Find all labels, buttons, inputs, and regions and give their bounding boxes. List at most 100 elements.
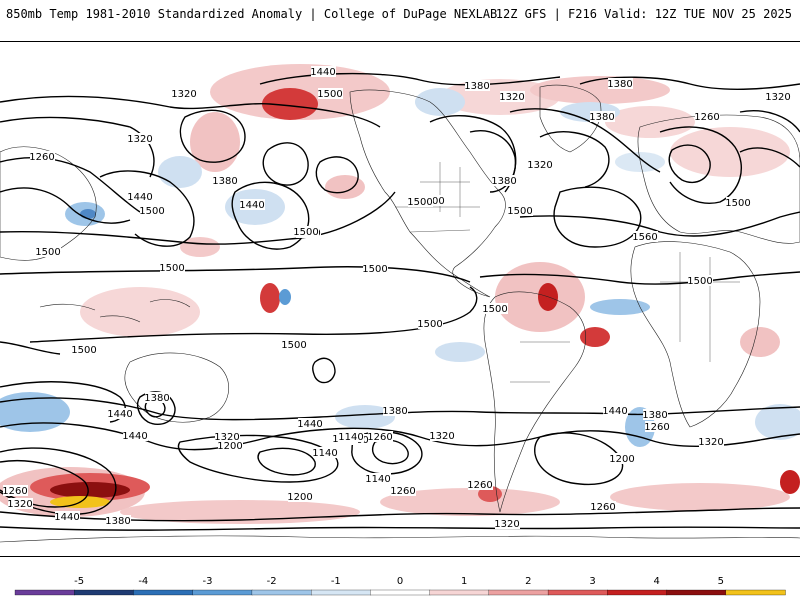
- contour-label-text: 1380: [491, 176, 516, 187]
- contour-label: 1440: [310, 66, 336, 78]
- contour-label: 1200: [217, 440, 243, 452]
- colorbar-segment: [607, 589, 668, 596]
- colorbar-tick-label: -2: [267, 576, 277, 587]
- contour-label: 1500: [687, 275, 713, 287]
- contour-label-text: 1320: [214, 432, 239, 443]
- anomaly-shading: [0, 64, 800, 524]
- contour-label-text: 1320: [494, 519, 519, 530]
- contour-label-text: 1500: [362, 264, 387, 275]
- contour-label-text: 1260: [2, 486, 27, 497]
- contour-label: 1320: [171, 88, 197, 100]
- contour-label-text: 1500: [417, 319, 442, 330]
- contour-labels: 1440 1500 1380 1320 1380 1320 1320 1380 1260 1320…: [2, 66, 791, 530]
- contour-label-text: 1440: [127, 192, 152, 203]
- contour-label-text: 1500: [35, 247, 60, 258]
- contour-label: 1440: [107, 408, 133, 420]
- contour-label: 1260: [467, 479, 493, 491]
- contour-label: 1320: [698, 436, 724, 448]
- colorbar-tick-label: 5: [718, 576, 724, 587]
- contour-label-text: 1500: [482, 304, 507, 315]
- contour-label-text: 1440: [122, 431, 147, 442]
- contour-label: 1320: [527, 159, 553, 171]
- colorbar-segment: [74, 589, 135, 596]
- contour-label: 1380: [589, 111, 615, 123]
- contour-label: 1260: [390, 485, 416, 497]
- contour-label: 1320: [429, 430, 455, 442]
- colorbar-legend: -5 -4 -3 -2 -1 0 1 2 3 4 5: [0, 572, 800, 600]
- contour-label: 1500: [293, 226, 319, 238]
- contour-label: 1500: [139, 205, 165, 217]
- contour-label-text: 1200: [287, 492, 312, 503]
- contour-label: 1140: [338, 431, 364, 443]
- contour-label-text: 1200: [217, 441, 242, 452]
- contour-label: 1500: [482, 303, 508, 315]
- contour-label: 1500: [159, 262, 185, 274]
- anomaly-map: 1440 1500 1380 1320 1380 1320 1320 1380 1260 1320…: [0, 41, 800, 557]
- contour-label: 1380: [382, 405, 408, 417]
- colorbar-segment: [192, 589, 253, 596]
- contour-label-text: 1500: [687, 276, 712, 287]
- contour-label: 1380: [464, 80, 490, 92]
- colorbar-segment: [14, 589, 75, 596]
- contour-label-text: 1260: [590, 502, 615, 513]
- colorbar-svg: -5 -4 -3 -2 -1 0 1 2 3 4 5: [14, 576, 786, 596]
- contour-label-text: 1320: [527, 160, 552, 171]
- colorbar-segment: [429, 589, 490, 596]
- colorbar-tick-label: 1: [461, 576, 467, 587]
- colorbar-segment: [133, 589, 194, 596]
- contour-label-text: 1560: [632, 232, 657, 243]
- contour-label: 1500: [71, 344, 97, 356]
- colorbar-tick-label: -4: [138, 576, 148, 587]
- colorbar-segment: [488, 589, 549, 596]
- contour-label: 1440: [127, 191, 153, 203]
- contour-label-text: 1440: [297, 419, 322, 430]
- colorbar-tick-label: -5: [74, 576, 84, 587]
- colorbar-tick-label: 3: [589, 576, 595, 587]
- contour-label-text: 1500: [317, 89, 342, 100]
- colorbar-segment: [666, 589, 727, 596]
- contour-label-text: 1440: [602, 406, 627, 417]
- contour-label-text: 1320: [698, 437, 723, 448]
- colorbar-tick-label: 2: [525, 576, 531, 587]
- colorbar-segment: [251, 589, 312, 596]
- contour-label-text: 1140: [338, 432, 363, 443]
- contour-label: 1140: [312, 447, 338, 459]
- contour-label: 1500: [35, 246, 61, 258]
- contour-label-text: 1380: [382, 406, 407, 417]
- contour-label-text: 1380: [212, 176, 237, 187]
- contour-label-text: 1500: [507, 206, 532, 217]
- contour-label: 1200: [287, 491, 313, 503]
- contour-label: 1380: [212, 175, 238, 187]
- contour-label-text: 1500: [71, 345, 96, 356]
- colorbar-segment: [547, 589, 608, 596]
- contour-label-text: 1500: [725, 198, 750, 209]
- contour-label-text: 1260: [367, 432, 392, 443]
- contour-label: 1320: [214, 431, 240, 443]
- contour-label: 1440: [54, 511, 80, 523]
- contour-label-text: 1320: [429, 431, 454, 442]
- contour-label: 1440: [239, 199, 265, 211]
- contour-label: 1200: [609, 453, 635, 465]
- contour-label: 1500: [417, 318, 443, 330]
- contour-label: 1440: [602, 405, 628, 417]
- contour-label-text: 1500: [281, 340, 306, 351]
- contour-label-text: 1260: [29, 152, 54, 163]
- contour-label-text: 1380: [642, 410, 667, 421]
- colorbar-tick-label: -3: [203, 576, 213, 587]
- colorbar-tick-label: -1: [331, 576, 341, 587]
- contour-label: 1260: [367, 431, 393, 443]
- contour-label-text: 1320: [765, 92, 790, 103]
- contour-label: 1380: [144, 392, 170, 404]
- contour-label: 1320: [127, 133, 153, 145]
- contour-label-text: 1140: [365, 474, 390, 485]
- contour-label-text: 1320: [499, 92, 524, 103]
- contour-label: 1500: [407, 196, 433, 208]
- header-bar: 850mb Temp 1981-2010 Standardized Anomal…: [0, 0, 800, 30]
- contour-label: 1500: [362, 263, 388, 275]
- contour-label-text: 1380: [144, 393, 169, 404]
- colorbar-segment: [725, 589, 786, 596]
- contour-label-text: 1260: [467, 480, 492, 491]
- contour-label-text: 1440: [310, 67, 335, 78]
- contour-label-text: 1320: [171, 89, 196, 100]
- contour-label: 1260: [694, 111, 720, 123]
